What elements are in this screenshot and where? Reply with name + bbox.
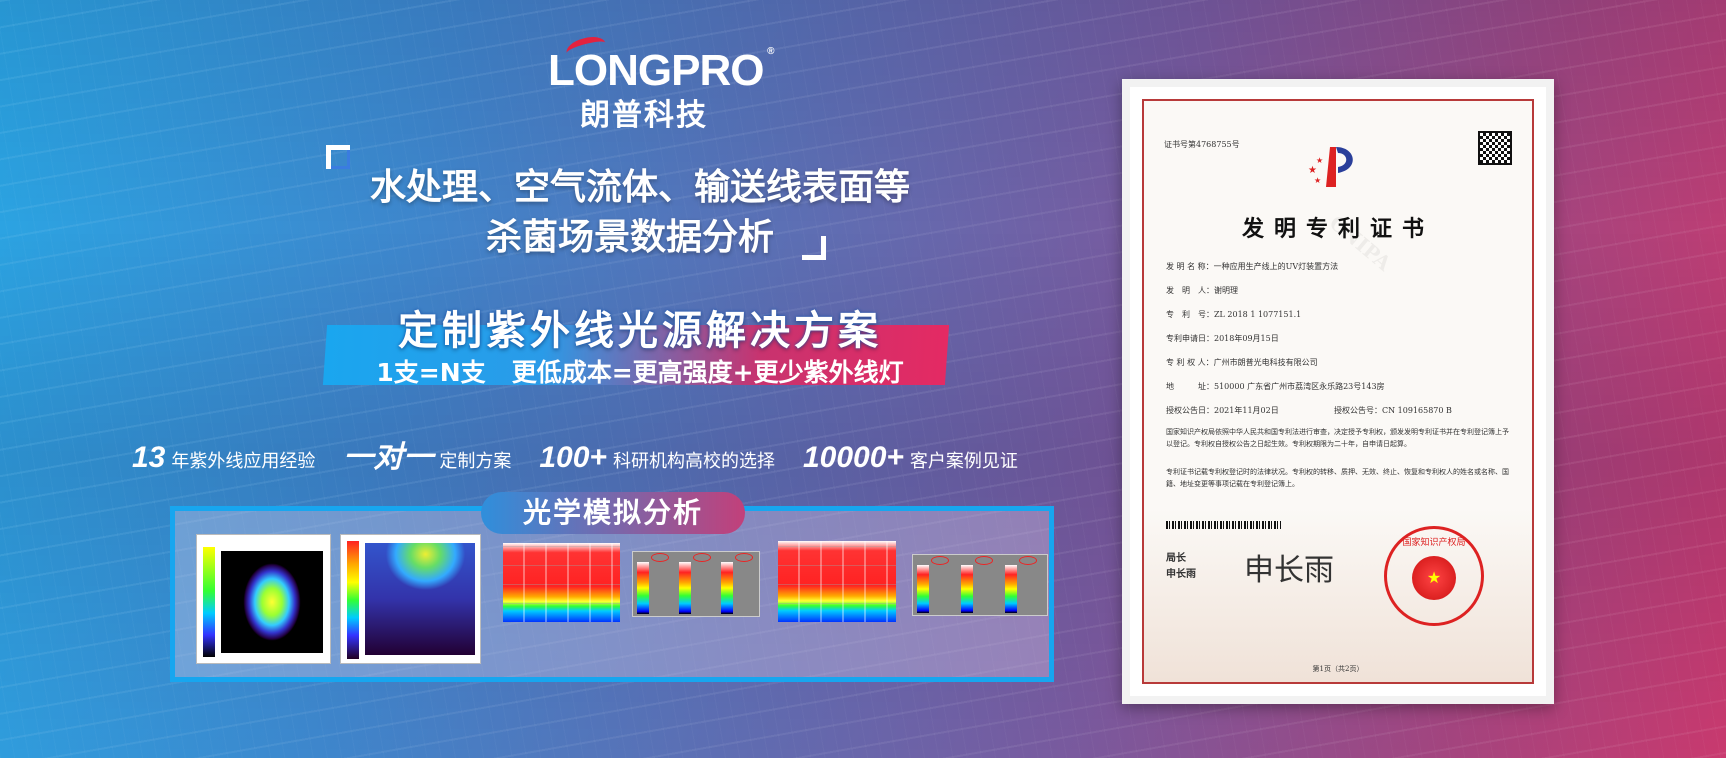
certificate-title: 发明专利证书 bbox=[1241, 216, 1434, 242]
certificate-field: 地 址：510000 广东省广州市荔湾区永乐路23号143房 bbox=[1166, 382, 1385, 391]
seal-text: 国家知识产权局 bbox=[1402, 538, 1466, 548]
stats-row: 13 年紫外线应用经验 一对一 定制方案 100+ 科研机构高校的选择 10000+ 客… bbox=[132, 432, 1040, 476]
brand-name-cn: 朗普科技 bbox=[580, 98, 708, 133]
stat-label: 客户案例见证 bbox=[909, 451, 1018, 472]
certificate-field: 发 明 人：谢明理 bbox=[1166, 286, 1238, 295]
certificate-paragraph: 专利证书记载专利权登记时的法律状况。专利权的转移、质押、无效、终止、恢复和专利权… bbox=[1166, 468, 1509, 488]
banner-title: 定制紫外线光源解决方案 bbox=[398, 308, 882, 354]
signature: 申长雨 bbox=[1244, 553, 1334, 588]
colorbar bbox=[961, 565, 973, 613]
signer-title: 局长 bbox=[1166, 553, 1186, 564]
patent-certificate: CNIPA 证书号第4768755号 ★ ★ ★ 发明专利证书 发 明 名 称：一种… bbox=[1142, 99, 1534, 684]
certificate-field: 专 利 权 人：广州市朗普光电科技有限公司 bbox=[1166, 358, 1318, 367]
stat-label: 定制方案 bbox=[439, 451, 512, 472]
certificate-field: 专 利 号：ZL 2018 1 1077151.1 bbox=[1166, 310, 1302, 319]
signer: 局长 申长雨 bbox=[1166, 551, 1196, 583]
simulation-image-heatmap-2 bbox=[778, 541, 896, 622]
highlight-circle bbox=[931, 556, 949, 565]
grant-number: 授权公告号：CN 109165870 B bbox=[1334, 406, 1452, 415]
colorbar bbox=[917, 565, 929, 613]
registered-mark: ® bbox=[767, 46, 774, 57]
headline-line1: 水处理、空气流体、输送线表面等 bbox=[369, 167, 910, 208]
highlight-circle bbox=[1019, 556, 1037, 565]
open-bracket-decoration bbox=[326, 145, 350, 169]
signer-name: 申长雨 bbox=[1166, 569, 1196, 580]
svg-text:★: ★ bbox=[1308, 165, 1317, 176]
official-seal: 国家知识产权局 ★ bbox=[1384, 526, 1484, 626]
heatmap-plot bbox=[221, 551, 323, 653]
colorbar bbox=[203, 547, 215, 657]
optical-simulation-title: 光学模拟分析 bbox=[481, 492, 745, 534]
logo-text: LONGPRO bbox=[548, 46, 764, 95]
highlight-circle bbox=[651, 553, 669, 562]
optical-simulation-panel bbox=[170, 506, 1054, 682]
colorbar bbox=[637, 562, 649, 614]
qr-code bbox=[1478, 131, 1512, 165]
colorbar bbox=[1005, 565, 1017, 613]
certificate-field: 专利申请日：2018年09月15日 bbox=[1166, 334, 1279, 343]
simulation-image-heatmap-1 bbox=[503, 543, 620, 622]
banner-subtitle: 1支=N支 更低成本=更高强度+更少紫外线灯 bbox=[376, 358, 904, 387]
colorbar bbox=[679, 562, 691, 614]
colorbar bbox=[347, 541, 359, 659]
patent-certificate-frame: CNIPA 证书号第4768755号 ★ ★ ★ 发明专利证书 发 明 名 称：一种… bbox=[1122, 79, 1554, 704]
certificate-field: 发 明 名 称：一种应用生产线上的UV灯装置方法 bbox=[1166, 262, 1339, 271]
highlight-circle bbox=[975, 556, 993, 565]
grant-date: 授权公告日：2021年11月02日 bbox=[1166, 406, 1279, 415]
highlight-circle bbox=[735, 553, 753, 562]
simulation-legend-2 bbox=[912, 554, 1048, 616]
certificate-paragraph: 国家知识产权局依照中华人民共和国专利法进行审查，决定授予专利权，颁发发明专利证书… bbox=[1166, 428, 1509, 448]
colorbar bbox=[721, 562, 733, 614]
highlight-circle bbox=[693, 553, 711, 562]
svg-text:★: ★ bbox=[1314, 176, 1321, 185]
logo: LONGPRO ® bbox=[548, 33, 775, 96]
barcode bbox=[1166, 521, 1281, 529]
stat-label: 科研机构高校的选择 bbox=[612, 451, 775, 472]
cnipa-emblem-icon: ★★★ bbox=[1308, 147, 1353, 187]
simulation-image-irradiance-map bbox=[196, 534, 331, 664]
heatmap-plot bbox=[365, 543, 475, 655]
stat-label: 年紫外线应用经验 bbox=[171, 451, 316, 472]
stat-value: 13 bbox=[132, 441, 166, 474]
simulation-image-intensity-map bbox=[340, 534, 481, 664]
certificate-number: 证书号第4768755号 bbox=[1164, 140, 1240, 149]
close-bracket-decoration bbox=[802, 236, 826, 260]
stat-value: 10000+ bbox=[802, 441, 904, 474]
page-number: 第1页（共2页） bbox=[1312, 665, 1364, 673]
stat-value: 一对一 bbox=[343, 441, 434, 474]
stat-value: 100+ bbox=[539, 441, 607, 474]
national-emblem-icon: ★ bbox=[1412, 556, 1456, 600]
headline-line2: 杀菌场景数据分析 bbox=[485, 217, 774, 258]
simulation-legend-1 bbox=[632, 551, 760, 617]
svg-text:★: ★ bbox=[1316, 156, 1323, 165]
